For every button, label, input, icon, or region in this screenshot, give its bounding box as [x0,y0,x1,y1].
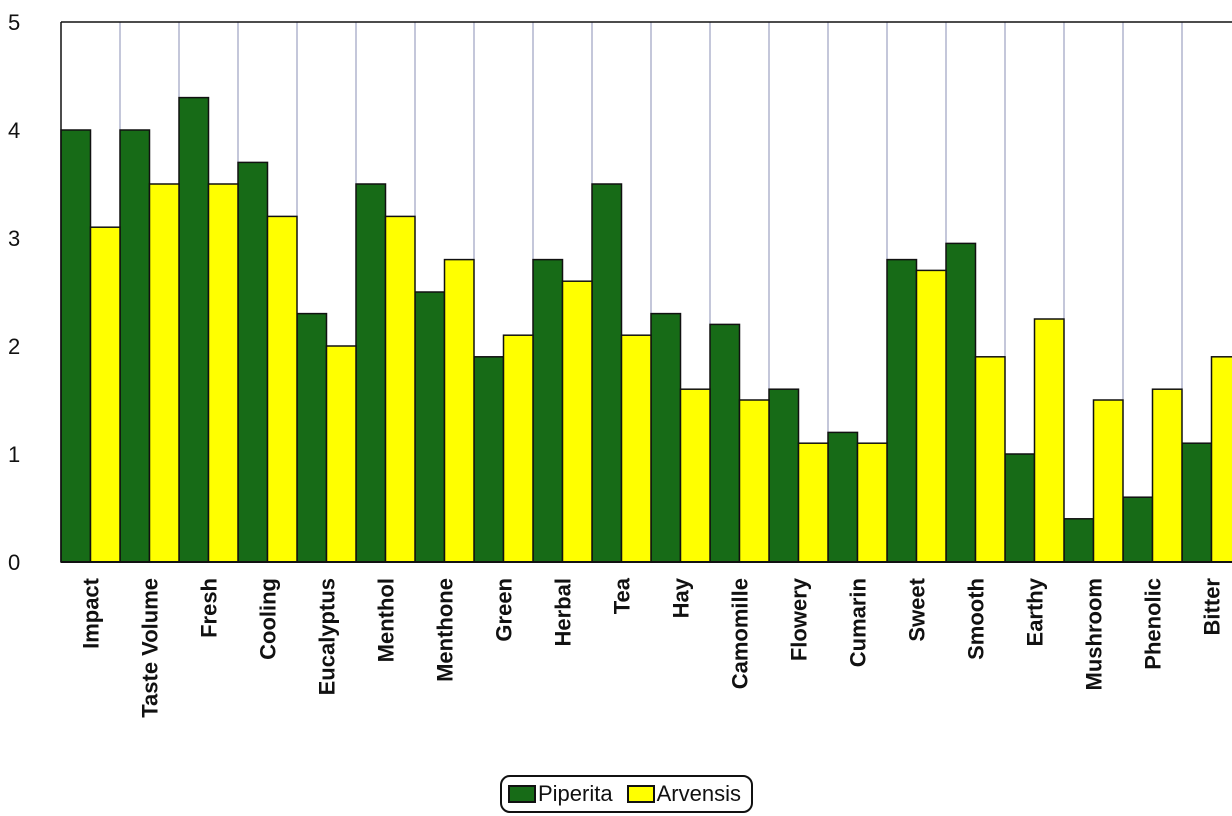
bar-arvensis-tea [620,334,652,563]
bar-arvensis-menthone [443,258,475,563]
legend-swatch-arvensis [626,785,655,803]
bar-piperita-impact [60,129,92,563]
x-tick-labels: Impact Taste Volume Fresh Cooling Eucalyptus… [79,577,1225,718]
bar-piperita-tea [591,183,623,563]
bar-piperita-taste-volume [119,129,151,563]
bar-piperita-bitter [1181,442,1213,563]
x-tick-label: Cumarin [846,578,871,667]
y-tick-label: 2 [8,334,20,359]
legend-label-piperita: Piperita [538,781,613,806]
bar-arvensis-green [502,334,534,563]
bar-piperita-smooth [945,242,977,563]
bar-arvensis-bitter [1210,356,1232,563]
legend-item-arvensis: Arvensis [626,781,741,807]
bars [60,96,1232,563]
legend: Piperita Arvensis [500,775,753,813]
y-tick-labels: 0 1 2 3 4 5 [8,10,20,575]
bar-piperita-cooling [237,161,269,563]
bar-arvensis-sweet [915,269,947,563]
bar-arvensis-camomille [738,399,770,563]
bar-piperita-sweet [886,258,918,563]
bar-arvensis-flowery [797,442,829,563]
x-tick-label: Cooling [256,578,281,660]
x-tick-label: Hay [669,577,694,618]
bar-arvensis-impact [89,226,121,563]
x-tick-label: Taste Volume [138,578,163,718]
y-tick-label: 5 [8,10,20,35]
bar-arvensis-hay [679,388,711,563]
bar-arvensis-phenolic [1151,388,1183,563]
x-tick-label: Impact [79,577,104,649]
legend-label-arvensis: Arvensis [656,781,741,806]
bar-arvensis-herbal [561,280,593,563]
bar-piperita-fresh [178,96,210,563]
bar-arvensis-smooth [974,356,1006,563]
bar-arvensis-eucalyptus [325,345,357,563]
axes [60,21,1232,563]
x-tick-label: Green [492,578,517,642]
x-tick-label: Tea [610,577,635,614]
bar-arvensis-fresh [207,183,239,563]
bar-arvensis-taste-volume [148,183,180,563]
x-tick-label: Sweet [905,577,930,641]
x-tick-label: Flowery [787,577,812,661]
x-tick-label: Bitter [1200,578,1225,636]
bar-arvensis-menthol [384,215,416,563]
x-tick-label: Phenolic [1141,578,1166,670]
bar-piperita-green [473,356,505,563]
bar-piperita-camomille [709,323,741,563]
bar-piperita-phenolic [1122,496,1154,563]
bar-arvensis-mushroom [1092,399,1124,563]
x-tick-label: Mushroom [1082,578,1107,690]
bar-arvensis-cooling [266,215,298,563]
bar-piperita-menthol [355,183,387,563]
x-tick-label: Camomille [728,578,753,689]
bar-piperita-mushroom [1063,518,1095,563]
y-tick-label: 3 [8,226,20,251]
x-tick-label: Eucalyptus [315,578,340,695]
bar-arvensis-earthy [1033,318,1065,563]
legend-swatch-piperita [508,785,536,803]
bar-piperita-earthy [1004,453,1036,563]
x-tick-label: Herbal [551,578,576,646]
bar-piperita-hay [650,312,682,563]
x-tick-label: Menthol [374,578,399,662]
y-tick-label: 0 [8,550,20,575]
bar-piperita-eucalyptus [296,312,328,563]
bar-piperita-menthone [414,291,446,563]
x-tick-label: Menthone [433,578,458,682]
legend-item-piperita: Piperita [508,781,613,807]
bar-piperita-herbal [532,258,564,563]
y-tick-label: 4 [8,118,20,143]
x-tick-label: Fresh [197,578,222,638]
y-tick-label: 1 [8,442,20,467]
bar-arvensis-cumarin [856,442,888,563]
bar-piperita-cumarin [827,431,859,563]
x-tick-label: Smooth [964,578,989,660]
bar-piperita-flowery [768,388,800,563]
x-tick-label: Earthy [1023,577,1048,646]
